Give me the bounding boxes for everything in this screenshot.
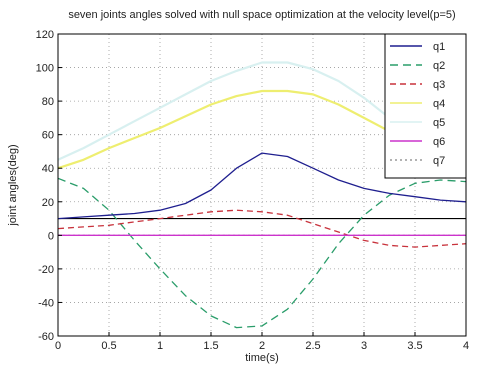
x-tick-label: 3	[361, 340, 367, 352]
chart-title: seven joints angles solved with null spa…	[68, 9, 455, 21]
y-tick-label: -60	[38, 331, 54, 343]
x-tick-label: 3.5	[407, 340, 422, 352]
tick-layer: 0 0.5 1 1.5 2 2.5 3 3.5 4 -60 -40 -20 0 20 40 60 80 100 12…	[36, 29, 469, 352]
y-tick-label: 120	[36, 29, 54, 41]
x-tick-label: 2	[259, 340, 265, 352]
y-tick-label: 60	[42, 130, 54, 142]
x-axis-label: time(s)	[245, 352, 279, 364]
series-line-q1	[57, 152, 467, 220]
legend-label-q7: q7	[433, 155, 445, 167]
y-tick-label: 40	[42, 163, 54, 175]
y-axis-label: joint angles(deg)	[7, 144, 19, 226]
x-tick-label: 1	[157, 340, 163, 352]
legend-label-q4: q4	[433, 98, 445, 110]
series-line-q2	[57, 177, 467, 329]
legend-label-q6: q6	[433, 136, 445, 148]
legend-label-q2: q2	[433, 60, 445, 72]
y-tick-label: 20	[42, 197, 54, 209]
x-tick-label: 0.5	[101, 340, 116, 352]
y-tick-label: 80	[42, 96, 54, 108]
legend-box	[384, 33, 467, 179]
y-tick-label: -40	[38, 297, 54, 309]
legend-label-q5: q5	[433, 117, 445, 129]
y-tick-label: -20	[38, 264, 54, 276]
series-line-q3	[57, 209, 467, 248]
legend-label-q3: q3	[433, 79, 445, 91]
y-tick-label: 100	[36, 63, 54, 75]
legend: q1 q2 q3 q4 q5 q6 q7	[384, 33, 467, 179]
x-tick-label: 2.5	[305, 340, 320, 352]
legend-label-q1: q1	[433, 41, 445, 53]
x-tick-label: 1.5	[203, 340, 218, 352]
x-tick-label: 4	[463, 340, 469, 352]
x-tick-label: 0	[55, 340, 61, 352]
legend-items: q1 q2 q3 q4 q5 q6 q7	[390, 41, 445, 167]
y-tick-label: 0	[48, 230, 54, 242]
